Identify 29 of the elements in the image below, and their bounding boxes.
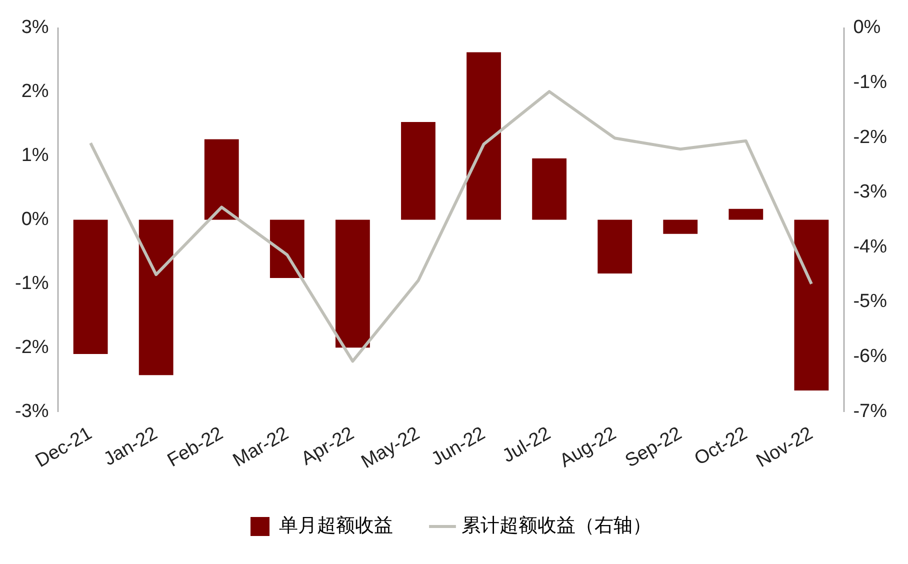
bar bbox=[598, 220, 632, 274]
bar bbox=[270, 220, 304, 278]
y2-tick-label: -5% bbox=[853, 291, 888, 312]
y2-tick-label: 0% bbox=[853, 17, 881, 38]
bar bbox=[401, 122, 436, 220]
y2-tick-label: -6% bbox=[853, 346, 888, 368]
bar bbox=[204, 139, 239, 220]
y-tick-label: 1% bbox=[21, 145, 49, 166]
bar bbox=[335, 220, 370, 348]
bar bbox=[794, 220, 829, 390]
y2-tick-label: -1% bbox=[853, 72, 888, 94]
y2-tick-label: -2% bbox=[853, 126, 888, 148]
y-tick-label: 0% bbox=[21, 209, 49, 230]
legend-label: 累计超额收益（右轴） bbox=[462, 514, 652, 537]
y-tick-label: -2% bbox=[14, 336, 49, 358]
y-tick-label: 3% bbox=[21, 17, 49, 38]
y-tick-label: -3% bbox=[14, 400, 49, 422]
y2-tick-label: -4% bbox=[853, 236, 888, 258]
bar bbox=[728, 208, 764, 220]
y-tick-label: 2% bbox=[21, 81, 49, 102]
bar bbox=[532, 158, 567, 220]
bar bbox=[663, 220, 698, 234]
bar bbox=[73, 220, 108, 354]
bar bbox=[138, 220, 174, 376]
y2-tick-label: -7% bbox=[853, 400, 888, 422]
y-tick-label: -1% bbox=[14, 272, 49, 294]
legend-label: 单月超额收益 bbox=[279, 514, 393, 537]
y2-tick-label: -3% bbox=[853, 182, 888, 203]
bar bbox=[466, 52, 501, 220]
